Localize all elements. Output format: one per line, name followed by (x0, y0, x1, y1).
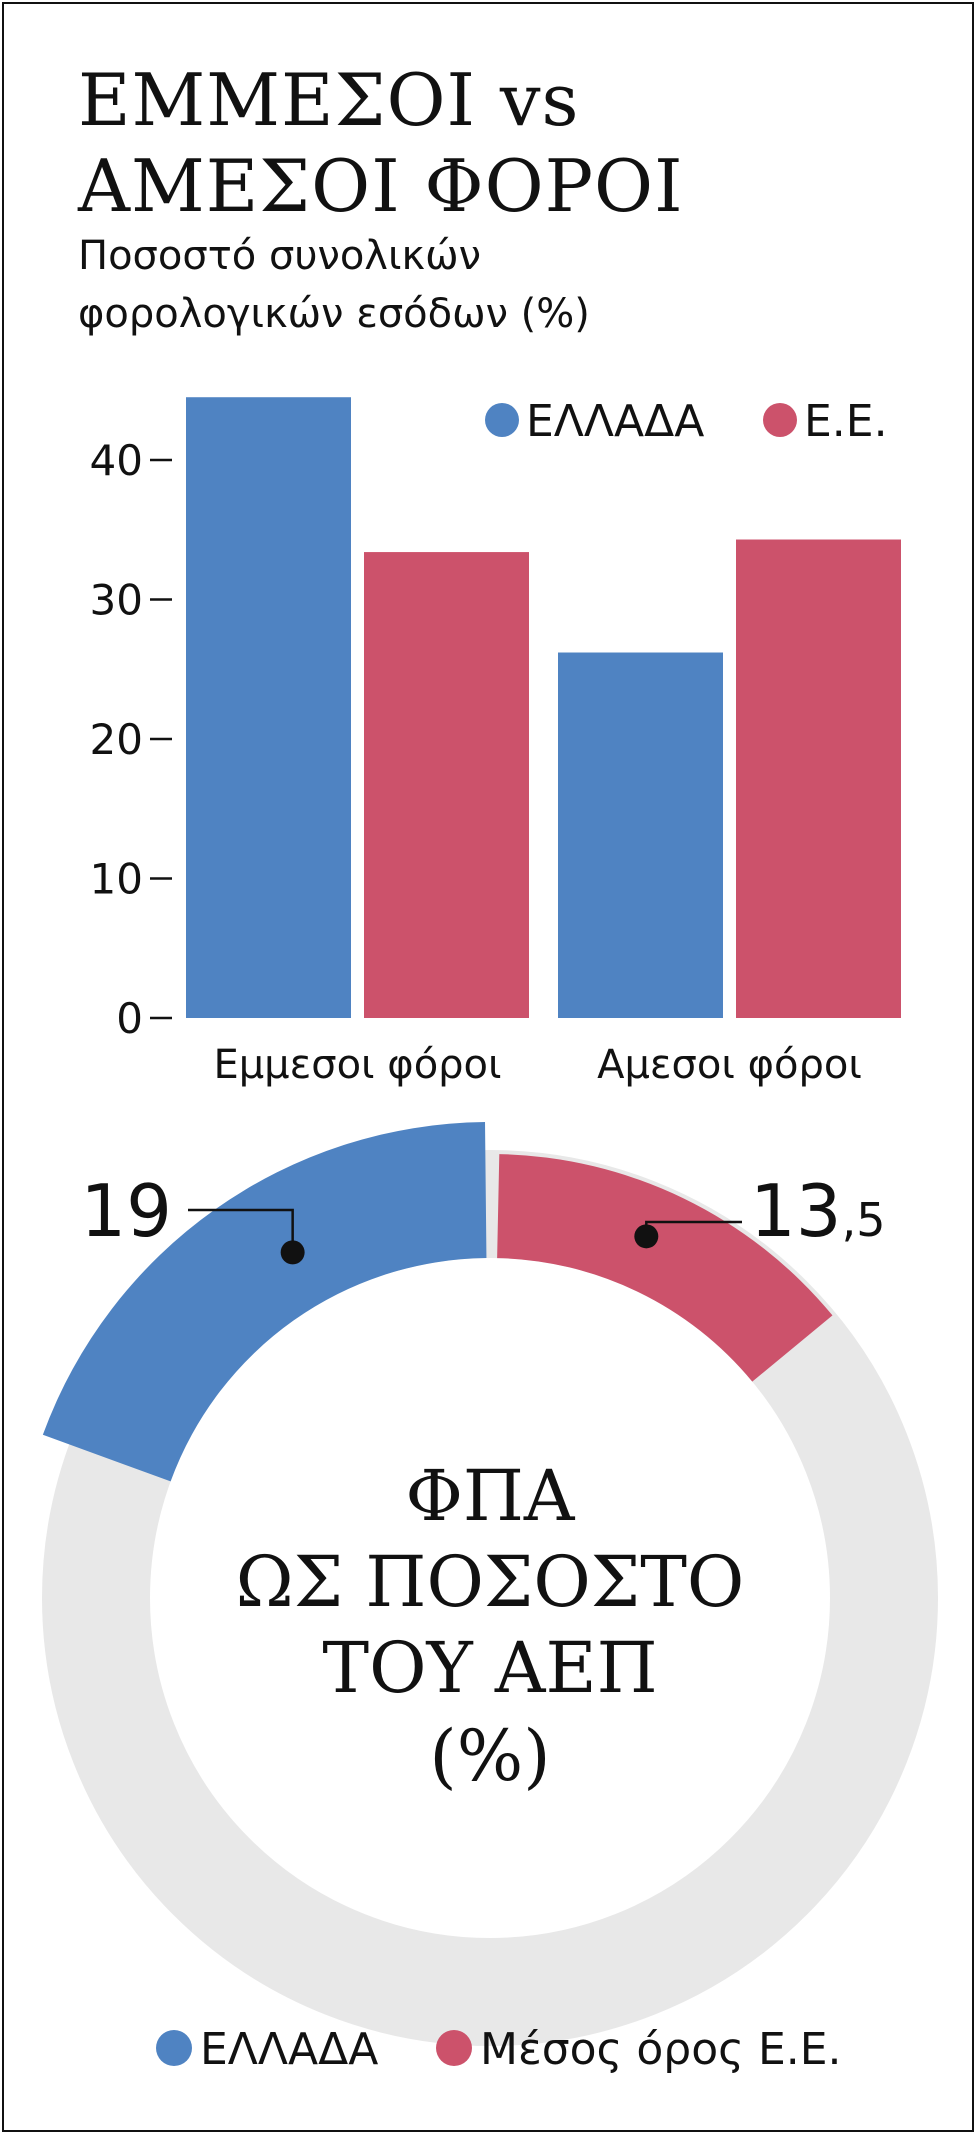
legend-marker (763, 403, 797, 437)
bar-eu-direct (736, 539, 901, 1018)
value-label-greece: 19 (80, 1169, 172, 1253)
value-label-eu: 13,5 (750, 1169, 886, 1253)
legend-marker (436, 2030, 472, 2066)
page-title-line-1: ΕΜΜΕΣΟΙ vs (78, 58, 580, 142)
x-category-label: Αμεσοι φόροι (597, 1042, 862, 1088)
y-tick-label: 20 (90, 715, 143, 764)
y-tick-label: 40 (90, 436, 143, 485)
legend-marker (156, 2030, 192, 2066)
donut-center-caption-line: ΩΣ ΠΟΣΟΣΤΟ (236, 1541, 745, 1623)
donut-segment-greece (42, 1122, 487, 1482)
legend-label: ΕΛΛΑΔΑ (200, 2024, 378, 2075)
bar-eu-indirect (364, 552, 529, 1018)
donut-segment-eu (497, 1154, 833, 1382)
page-title-line-2: ΑΜΕΣΟΙ ΦΟΡΟΙ (78, 144, 684, 228)
bar-greece-direct (558, 652, 723, 1018)
callout-line-greece (188, 1208, 294, 1253)
x-category-label: Εμμεσοι φόροι (213, 1042, 501, 1088)
y-tick-label: 30 (90, 576, 143, 625)
callout-dot-eu (634, 1224, 659, 1249)
donut-center-caption-line: ΤΟΥ ΑΕΠ (322, 1627, 657, 1709)
legend-label: Ε.Ε. (804, 396, 888, 447)
donut-background-ring (42, 1150, 938, 2046)
y-tick-label: 0 (116, 994, 143, 1043)
legend-label: ΕΛΛΑΔΑ (526, 396, 704, 447)
subtitle-line-2: φορολογικών εσόδων (%) (78, 291, 590, 337)
y-tick-label: 10 (90, 855, 143, 904)
bar-greece-indirect (186, 397, 351, 1019)
bar-chart: 0 10 20 30 40 Εμμεσοι φόροι Αμεσοι φόροι ΕΛΛΑΔΑ… (90, 396, 901, 1088)
subtitle-line-1: Ποσοστό συνολικών (78, 233, 481, 279)
value-label-eu-main: 13 (750, 1169, 842, 1253)
value-label-eu-decimal: ,5 (842, 1193, 886, 1247)
callout-dot-greece (280, 1240, 305, 1265)
legend-marker (485, 403, 519, 437)
donut-center-caption-line: (%) (429, 1715, 550, 1797)
donut-center-caption-line: ΦΠΑ (406, 1455, 576, 1537)
legend-label: Μέσος όρος Ε.Ε. (480, 2024, 842, 2075)
